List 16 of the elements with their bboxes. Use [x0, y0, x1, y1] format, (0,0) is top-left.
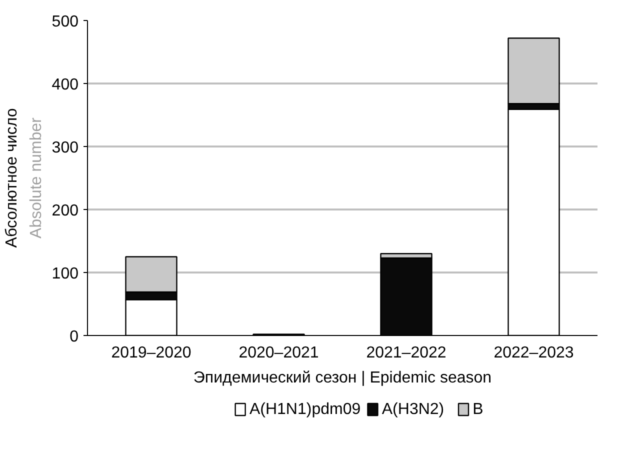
y2-axis-title: Absolute number	[28, 116, 45, 238]
y-tick-label: 0	[70, 328, 79, 346]
x-tick-label: 2021–2022	[366, 344, 446, 362]
x-axis-title: Эпидемический сезон | Epidemic season	[193, 370, 492, 386]
legend-label: B	[472, 401, 484, 418]
y-tick-label: 100	[52, 266, 79, 282]
y-tick-label: 300	[52, 140, 79, 156]
y-axis-title: Абсолютное число	[4, 108, 20, 248]
y-tick-label: 400	[52, 76, 79, 94]
y-tick-label: 200	[52, 202, 79, 220]
x-tick-label: 2022–2023	[494, 344, 574, 362]
legend-label: A(H3N2)	[382, 401, 444, 418]
x-tick-label: 2020–2021	[238, 344, 319, 362]
y-tick-label: 500	[52, 14, 79, 30]
legend-label: A(H1N1)pdm09	[249, 401, 361, 418]
x-tick-label: 2019–2020	[111, 344, 192, 362]
